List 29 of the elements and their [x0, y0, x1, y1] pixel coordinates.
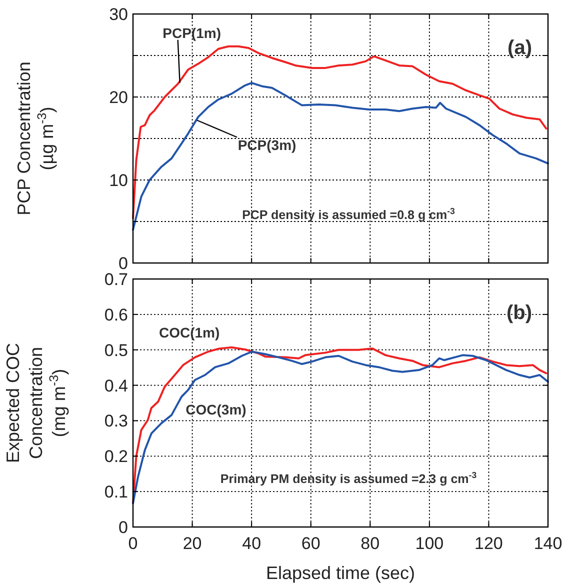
y-tick-label: 30	[109, 5, 128, 24]
annotation: COC(3m)	[186, 402, 246, 418]
line-series	[132, 82, 549, 231]
y-tick-label: 20	[109, 88, 128, 107]
x-tick-label: 60	[301, 534, 320, 553]
y-tick-label: 0.3	[104, 412, 128, 431]
y-tick-label: 0	[118, 518, 128, 537]
annotation: Primary PM density is assumed =2.3 g cm$^{-3}$	[220, 470, 477, 486]
y-tick-label: 0	[118, 254, 128, 273]
annotation: (a)	[508, 37, 532, 59]
x-tick-label: 140	[534, 534, 562, 553]
x-tick-label: 20	[182, 534, 202, 553]
x-tick-label: 100	[415, 534, 444, 553]
x-tick-label: 40	[242, 534, 262, 553]
x-tick-label: 80	[360, 534, 380, 553]
x-axis-title: Elapsed time (sec)	[266, 563, 416, 583]
y-tick-label: 0.6	[104, 305, 128, 324]
annotation: PCP(1m)	[162, 24, 222, 41]
y-tick-label: 0.2	[104, 447, 128, 466]
annotation: PCP(3m)	[238, 137, 296, 154]
y-tick-label: 0.1	[104, 482, 128, 502]
annotation: PCP density is assumed =0.8 g cm$^{-3}$	[242, 206, 456, 222]
y-tick-label: 10	[109, 171, 128, 190]
x-tick-label: 120	[474, 534, 503, 553]
y-tick-label: 0.7	[104, 270, 128, 289]
annotation: (b)	[506, 302, 532, 324]
y-tick-label: 0.5	[104, 340, 128, 360]
annotation: COC(1m)	[158, 324, 220, 340]
y-tick-label: 0.4	[104, 376, 128, 396]
